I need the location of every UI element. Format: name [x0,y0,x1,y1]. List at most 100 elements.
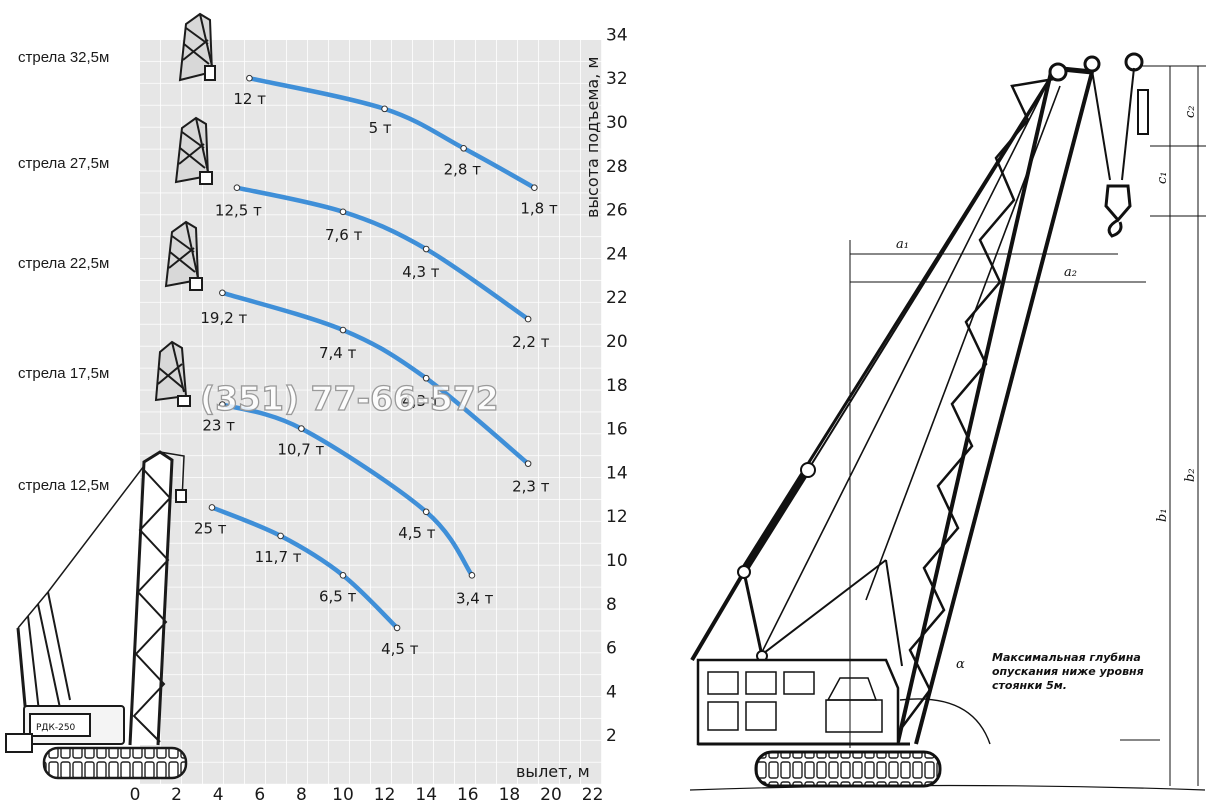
x-axis-title: вылет, м [516,762,590,781]
x-tick-label: 2 [171,785,182,803]
dimension-lines [849,65,1206,786]
load-point-marker [381,105,388,113]
y-tick-label: 8 [606,595,617,615]
x-tick-label: 4 [213,785,224,803]
load-curve-line [220,290,531,466]
load-point-marker [422,245,430,253]
boom-tip-sketch-22-5 [164,220,203,291]
load-point-marker [531,184,538,191]
y-tick-label: 26 [606,201,628,221]
crane-model-plate: РДК-250 [36,723,76,733]
y-tick-label: 34 [606,25,628,45]
x-tick-label: 6 [254,785,265,803]
y-tick-label: 16 [606,420,628,440]
phone-watermark: (351) 77-66-572 [200,379,499,418]
ground-line [689,784,1206,791]
x-tick-label: 10 [332,785,354,803]
load-curve-line [234,185,531,322]
load-point-label: 6,5 т [319,587,357,605]
x-tick-label: 18 [499,785,521,803]
load-point-label: 3,4 т [456,589,494,607]
load-point-label: 19,2 т [200,309,247,327]
load-point-label: 7,6 т [325,226,363,244]
load-point-label: 7,4 т [319,344,357,362]
dim-a2: a₂ [1064,265,1077,280]
boom-label-32-5: стрела 32,5м [18,49,109,66]
x-tick-label: 16 [457,785,479,803]
y-axis-title: высота подъема, м [583,57,602,218]
x-tick-label: 20 [540,785,562,803]
load-point-marker [246,74,253,82]
y-tick-label: 10 [606,551,628,571]
mast-and-pendants [690,71,1061,667]
load-point-label: 12,5 т [215,202,262,220]
load-point-marker [298,425,305,432]
load-chart-panel: стрела 32,5м стрела 27,5м стрела 22,5м с… [5,12,628,803]
y-tick-label: 30 [606,113,628,133]
y-tick-label: 20 [606,332,628,352]
load-point-label: 1,8 т [520,200,558,218]
load-curves: 12 т 5 т 2,8 т 1,8 т 12,5 т 7,6 т 4,3 т 2,2 т 19… [194,74,558,658]
load-point-marker [460,144,467,152]
y-tick-label: 18 [606,376,628,396]
load-point-marker [422,374,430,382]
load-point-marker [208,504,216,511]
y-tick-label: 22 [606,288,628,308]
boom-tip-sketch-27-5 [174,116,213,185]
dim-b2: b₂ [1183,468,1198,482]
load-point-label: 12 т [233,90,266,108]
x-tick-label: 8 [296,785,307,803]
x-tick-label: 22 [582,785,604,803]
load-point-marker [524,315,532,323]
load-point-marker [233,184,241,191]
chart-plot-area [140,40,602,784]
dim-c1: c₁ [1155,172,1170,185]
boom-tip-sketch-32-5 [178,12,216,82]
crawler-tracks [754,750,942,788]
x-tick-label: 14 [415,785,437,803]
y-tick-label: 24 [606,244,628,264]
load-point-label: 11,7 т [255,548,302,566]
load-curve-line [220,402,475,578]
load-point-marker [468,572,476,579]
load-point-marker [422,508,430,516]
load-point-label: 2,3 т [512,478,550,496]
x-tick-label: 12 [374,785,396,803]
x-tick-label: 0 [130,785,141,803]
main-boom [896,65,1094,745]
load-point-marker [219,401,226,408]
load-point-label: 10,7 т [277,441,324,459]
load-point-label: 2,8 т [444,160,482,178]
load-point-marker [339,208,347,216]
load-point-label: 5 т [369,119,392,137]
boom-tip-sketch-17-5 [154,340,191,407]
load-point-marker [393,624,401,632]
y-tick-label: 6 [606,639,617,659]
dim-a1: a₁ [896,237,909,252]
load-point-label: 4,3 т [402,263,440,281]
load-point-label: 4,3 т [402,392,440,410]
crane-cab [696,658,910,746]
dim-c2: c₂ [1183,106,1198,119]
depth-note-line-1: Максимальная глубина [992,651,1141,664]
depth-note-line-2: опускания ниже уровня [992,665,1144,678]
crane-rdk-250-sketch [5,450,188,780]
x-axis-ticks: 0 2 4 6 8 10 12 14 16 18 20 22 [130,785,604,803]
y-tick-label: 28 [606,157,628,177]
boom-label-12-5: стрела 12,5м [18,477,109,494]
load-curve-line [209,505,400,631]
load-point-label: 4,5 т [398,524,436,542]
load-point-label: 4,5 т [381,640,419,658]
crane-elevation-drawing [689,52,1206,791]
load-point-label: 23 т [202,417,235,435]
load-curve-line [247,75,537,190]
load-point-marker [277,532,284,540]
load-point-marker [339,572,347,579]
boom-label-22-5: стрела 22,5м [18,255,109,272]
y-tick-label: 14 [606,463,628,483]
load-point-marker [524,460,532,467]
y-tick-label: 4 [606,682,617,702]
depth-note-line-3: стоянки 5м. [992,679,1067,692]
load-point-label: 25 т [194,519,227,537]
